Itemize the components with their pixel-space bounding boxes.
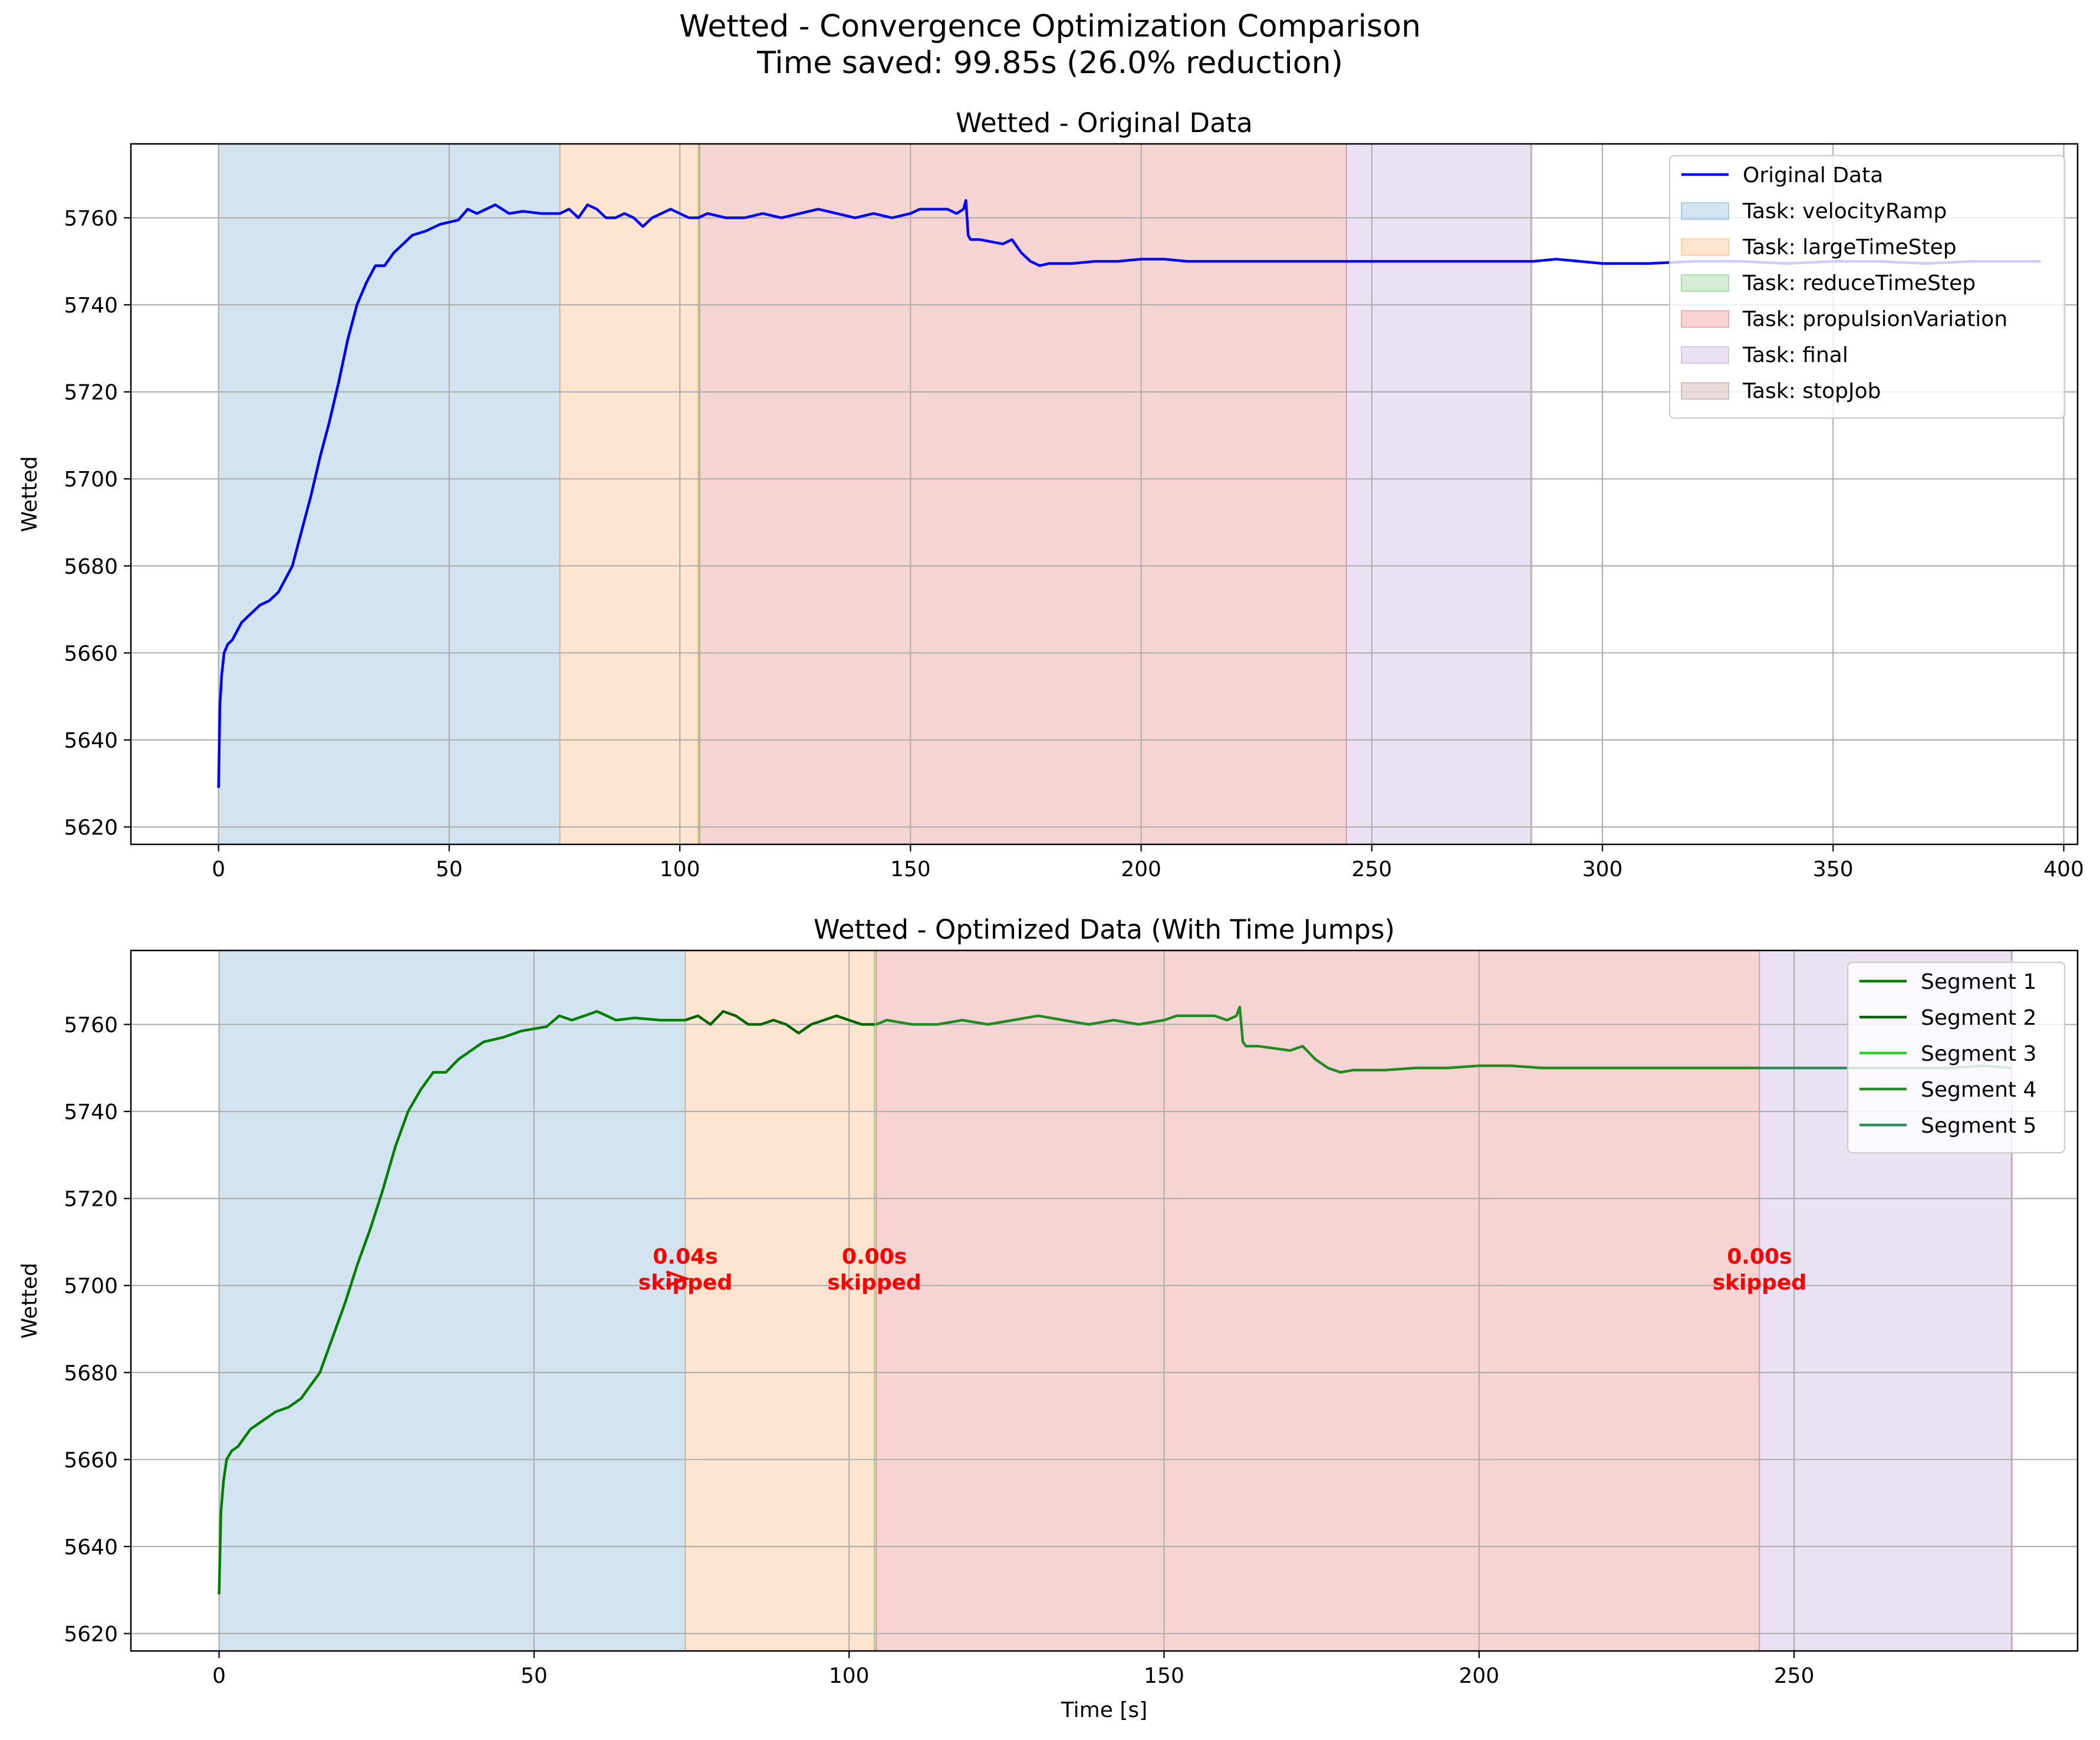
task-span-velocityRamp: [218, 950, 686, 1652]
legend-label: Segment 1: [1921, 970, 2036, 994]
legend-label: Task: largeTimeStep: [1742, 235, 1957, 259]
x-tick-label: 50: [521, 1664, 548, 1688]
y-tick-label: 5720: [64, 1188, 118, 1212]
x-tick-label: 250: [1351, 857, 1392, 881]
legend-label: Segment 2: [1921, 1006, 2036, 1030]
task-span-propulsionVariation: [875, 950, 1760, 1652]
y-tick-label: 5740: [64, 294, 118, 318]
series-line-1: [218, 1010, 686, 1595]
legend-label: Task: final: [1742, 343, 1848, 367]
legend-label: Segment 5: [1921, 1114, 2036, 1138]
y-axis-label: Wetted: [18, 456, 42, 532]
x-tick-label: 300: [1582, 857, 1623, 881]
annotation-label-line2: skipped: [638, 1271, 732, 1295]
axes-frame: [130, 143, 2079, 846]
series-line-2: [684, 1010, 874, 1035]
figure-title-line2: Time saved: 99.85s (26.0% reduction): [757, 45, 1343, 81]
legend-label: Original Data: [1743, 163, 1883, 188]
task-span-largeTimeStep: [559, 143, 699, 845]
annotation-label-line1: 0.00s: [1727, 1245, 1792, 1269]
legend-swatch: [1681, 202, 1729, 220]
x-tick-label: 150: [1144, 1664, 1184, 1688]
legend-swatch: [1681, 310, 1729, 328]
task-span-propulsionVariation: [699, 143, 1347, 845]
series-line-4: [875, 1005, 1760, 1074]
y-tick-label: 5660: [64, 642, 118, 666]
legend-label: Segment 4: [1921, 1078, 2036, 1102]
x-tick-label: 0: [212, 857, 225, 881]
y-tick-label: 5760: [64, 1013, 118, 1037]
x-tick-label: 100: [660, 857, 700, 881]
legend-label: Segment 3: [1921, 1042, 2036, 1066]
figure-title: Wetted - Convergence Optimization Compar…: [0, 8, 2100, 81]
legend-label: Task: stopJob: [1742, 379, 1881, 403]
annotation-label-line2: skipped: [1713, 1271, 1806, 1295]
x-tick-label: 250: [1774, 1664, 1815, 1688]
annotation-arrow: [666, 1270, 691, 1287]
y-tick-label: 5620: [64, 1622, 118, 1646]
task-span-largeTimeStep: [684, 950, 875, 1652]
task-span-final: [1345, 143, 1532, 845]
x-tick-label: 400: [2043, 857, 2084, 881]
y-tick-label: 5660: [64, 1448, 118, 1472]
y-tick-label: 5740: [64, 1100, 118, 1124]
y-axis-label: Wetted: [18, 1263, 42, 1339]
x-tick-label: 0: [212, 1664, 226, 1688]
legend-label: Task: propulsionVariation: [1742, 307, 2007, 331]
legend-swatch: [1681, 274, 1729, 292]
legend-box: [1846, 961, 2066, 1154]
legend-swatch: [1681, 382, 1729, 400]
y-tick-label: 5700: [64, 1274, 118, 1298]
task-span-velocityRamp: [218, 143, 561, 845]
x-axis-label: Time [s]: [1061, 1698, 1147, 1722]
legend-label: Task: velocityRamp: [1742, 199, 1947, 223]
x-tick-label: 100: [829, 1664, 870, 1688]
annotation-label-line1: 0.00s: [842, 1245, 907, 1269]
series-line-1: [217, 199, 2041, 788]
annotation-label-line1: 0.04s: [653, 1245, 717, 1269]
y-tick-label: 5680: [64, 555, 118, 579]
y-tick-label: 5680: [64, 1361, 118, 1386]
legend-box: [1668, 154, 2066, 419]
annotation-label-line2: skipped: [827, 1271, 921, 1295]
y-tick-label: 5640: [64, 1535, 118, 1560]
y-tick-label: 5720: [64, 381, 118, 405]
x-tick-label: 50: [436, 857, 463, 881]
legend-label: Task: reduceTimeStep: [1742, 271, 1976, 295]
legend-swatch: [1681, 238, 1729, 256]
x-tick-label: 200: [1121, 857, 1161, 881]
y-tick-label: 5760: [64, 206, 118, 231]
x-tick-label: 350: [1813, 857, 1854, 881]
chart-panel-1: 0 50 100 150 200 250 300 350 400 5620 5640 5660 5680…: [18, 107, 2084, 881]
legend-swatch: [1681, 346, 1729, 364]
task-span-stopJob: [1530, 143, 1533, 845]
axes-title: Wetted - Optimized Data (With Time Jumps…: [814, 914, 1395, 945]
y-tick-label: 5620: [64, 815, 118, 840]
y-tick-label: 5640: [64, 729, 118, 753]
x-tick-label: 200: [1459, 1664, 1499, 1688]
x-tick-label: 150: [890, 857, 931, 881]
axes-frame: [130, 949, 2079, 1652]
y-tick-label: 5700: [64, 468, 118, 492]
axes-title: Wetted - Original Data: [956, 107, 1253, 139]
figure-title-line1: Wetted - Convergence Optimization Compar…: [679, 9, 1421, 44]
